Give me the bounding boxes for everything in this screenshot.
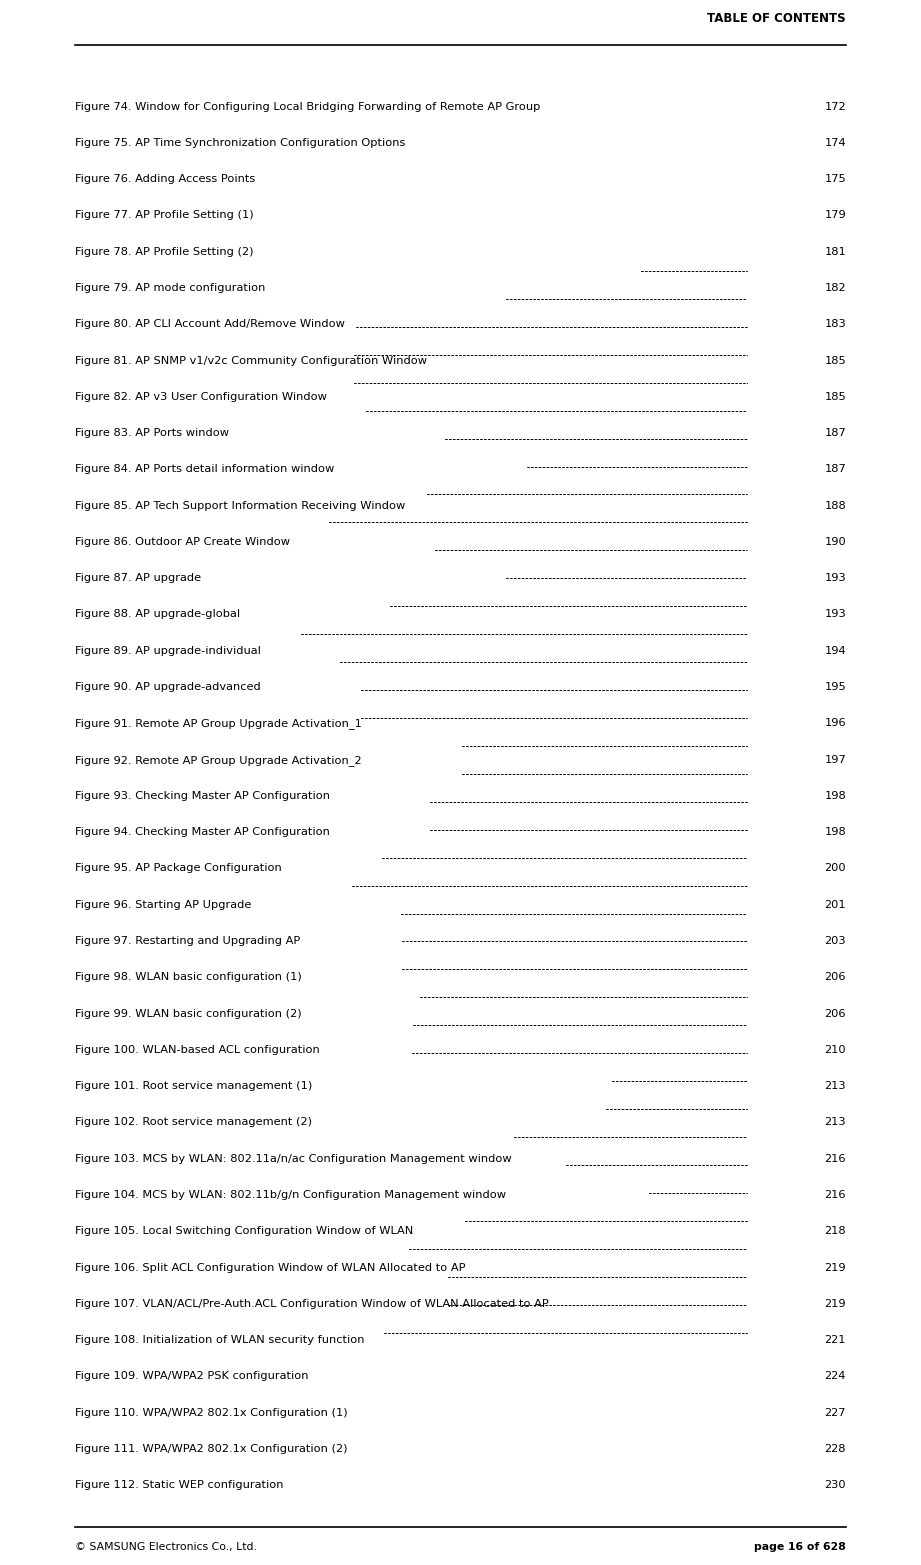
Text: 183: 183 [824,319,846,329]
Text: 190: 190 [824,537,846,546]
Text: 193: 193 [824,609,846,620]
Text: 210: 210 [824,1045,846,1055]
Text: 196: 196 [824,718,846,728]
Text: Figure 84. AP Ports detail information window: Figure 84. AP Ports detail information w… [75,465,334,474]
Text: TABLE OF CONTENTS: TABLE OF CONTENTS [707,13,846,25]
Text: 198: 198 [824,790,846,801]
Text: 198: 198 [824,828,846,837]
Text: Figure 103. MCS by WLAN: 802.11a/n/ac Configuration Management window: Figure 103. MCS by WLAN: 802.11a/n/ac Co… [75,1153,512,1164]
Text: Figure 101. Root service management (1): Figure 101. Root service management (1) [75,1081,312,1091]
Text: 175: 175 [824,174,846,185]
Text: Figure 77. AP Profile Setting (1): Figure 77. AP Profile Setting (1) [75,210,253,221]
Text: Figure 105. Local Switching Configuration Window of WLAN: Figure 105. Local Switching Configuratio… [75,1227,414,1236]
Text: Figure 94. Checking Master AP Configuration: Figure 94. Checking Master AP Configurat… [75,828,330,837]
Text: Figure 76. Adding Access Points: Figure 76. Adding Access Points [75,174,255,185]
Text: Figure 74. Window for Configuring Local Bridging Forwarding of Remote AP Group: Figure 74. Window for Configuring Local … [75,102,541,111]
Text: 213: 213 [824,1081,846,1091]
Text: 221: 221 [824,1335,846,1346]
Text: Figure 96. Starting AP Upgrade: Figure 96. Starting AP Upgrade [75,900,251,909]
Text: 194: 194 [824,646,846,656]
Text: 219: 219 [824,1299,846,1308]
Text: Figure 93. Checking Master AP Configuration: Figure 93. Checking Master AP Configurat… [75,790,330,801]
Text: Figure 85. AP Tech Support Information Receiving Window: Figure 85. AP Tech Support Information R… [75,501,405,510]
Text: Figure 110. WPA/WPA2 802.1x Configuration (1): Figure 110. WPA/WPA2 802.1x Configuratio… [75,1407,347,1418]
Text: Figure 78. AP Profile Setting (2): Figure 78. AP Profile Setting (2) [75,247,253,257]
Text: 201: 201 [824,900,846,909]
Text: 216: 216 [824,1189,846,1200]
Text: Figure 88. AP upgrade-global: Figure 88. AP upgrade-global [75,609,240,620]
Text: Figure 100. WLAN-based ACL configuration: Figure 100. WLAN-based ACL configuration [75,1045,320,1055]
Text: Figure 89. AP upgrade-individual: Figure 89. AP upgrade-individual [75,646,261,656]
Text: Figure 81. AP SNMP v1/v2c Community Configuration Window: Figure 81. AP SNMP v1/v2c Community Conf… [75,355,427,366]
Text: 224: 224 [824,1371,846,1382]
Text: Figure 82. AP v3 User Configuration Window: Figure 82. AP v3 User Configuration Wind… [75,391,327,402]
Text: Figure 95. AP Package Configuration: Figure 95. AP Package Configuration [75,864,282,873]
Text: 228: 228 [824,1444,846,1454]
Text: 195: 195 [824,682,846,692]
Text: 206: 206 [824,1008,846,1019]
Text: Figure 80. AP CLI Account Add/Remove Window: Figure 80. AP CLI Account Add/Remove Win… [75,319,344,329]
Text: Figure 109. WPA/WPA2 PSK configuration: Figure 109. WPA/WPA2 PSK configuration [75,1371,309,1382]
Text: Figure 102. Root service management (2): Figure 102. Root service management (2) [75,1117,312,1127]
Text: Figure 75. AP Time Synchronization Configuration Options: Figure 75. AP Time Synchronization Confi… [75,138,405,147]
Text: Figure 108. Initialization of WLAN security function: Figure 108. Initialization of WLAN secur… [75,1335,365,1346]
Text: Figure 87. AP upgrade: Figure 87. AP upgrade [75,573,201,584]
Text: 193: 193 [824,573,846,584]
Text: Figure 107. VLAN/ACL/Pre-Auth.ACL Configuration Window of WLAN Allocated to AP: Figure 107. VLAN/ACL/Pre-Auth.ACL Config… [75,1299,549,1308]
Text: Figure 111. WPA/WPA2 802.1x Configuration (2): Figure 111. WPA/WPA2 802.1x Configuratio… [75,1444,347,1454]
Text: 206: 206 [824,972,846,983]
Text: 185: 185 [824,391,846,402]
Text: 187: 187 [824,429,846,438]
Text: 188: 188 [824,501,846,510]
Text: Figure 99. WLAN basic configuration (2): Figure 99. WLAN basic configuration (2) [75,1008,301,1019]
Text: Figure 91. Remote AP Group Upgrade Activation_1: Figure 91. Remote AP Group Upgrade Activ… [75,718,362,729]
Text: 203: 203 [824,936,846,945]
Text: 218: 218 [824,1227,846,1236]
Text: Figure 90. AP upgrade-advanced: Figure 90. AP upgrade-advanced [75,682,261,692]
Text: 197: 197 [824,754,846,765]
Text: 182: 182 [824,283,846,293]
Text: 179: 179 [824,210,846,221]
Text: page 16 of 628: page 16 of 628 [754,1542,846,1552]
Text: Figure 106. Split ACL Configuration Window of WLAN Allocated to AP: Figure 106. Split ACL Configuration Wind… [75,1263,465,1272]
Text: 187: 187 [824,465,846,474]
Text: 230: 230 [824,1480,846,1490]
Text: 172: 172 [824,102,846,111]
Text: 185: 185 [824,355,846,366]
Text: Figure 104. MCS by WLAN: 802.11b/g/n Configuration Management window: Figure 104. MCS by WLAN: 802.11b/g/n Con… [75,1189,506,1200]
Text: Figure 86. Outdoor AP Create Window: Figure 86. Outdoor AP Create Window [75,537,290,546]
Text: 227: 227 [824,1407,846,1418]
Text: 174: 174 [824,138,846,147]
Text: 200: 200 [824,864,846,873]
Text: © SAMSUNG Electronics Co., Ltd.: © SAMSUNG Electronics Co., Ltd. [75,1542,257,1552]
Text: Figure 97. Restarting and Upgrading AP: Figure 97. Restarting and Upgrading AP [75,936,300,945]
Text: Figure 83. AP Ports window: Figure 83. AP Ports window [75,429,229,438]
Text: 216: 216 [824,1153,846,1164]
Text: 219: 219 [824,1263,846,1272]
Text: Figure 92. Remote AP Group Upgrade Activation_2: Figure 92. Remote AP Group Upgrade Activ… [75,754,362,765]
Text: Figure 112. Static WEP configuration: Figure 112. Static WEP configuration [75,1480,284,1490]
Text: 213: 213 [824,1117,846,1127]
Text: 181: 181 [824,247,846,257]
Text: Figure 79. AP mode configuration: Figure 79. AP mode configuration [75,283,265,293]
Text: Figure 98. WLAN basic configuration (1): Figure 98. WLAN basic configuration (1) [75,972,302,983]
